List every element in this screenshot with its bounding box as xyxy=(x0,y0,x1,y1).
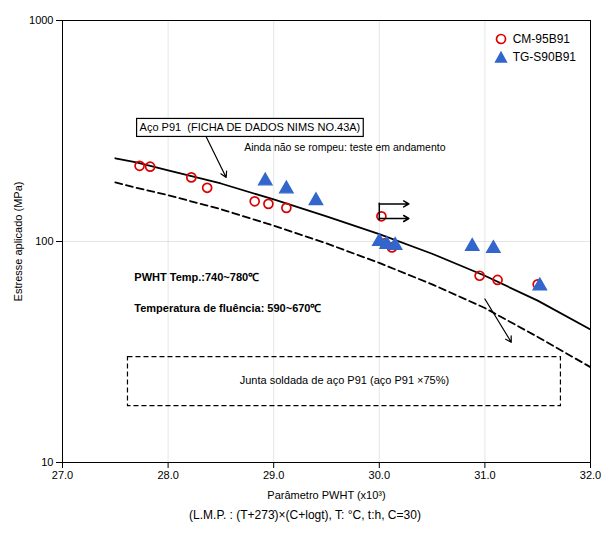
svg-text:31.0: 31.0 xyxy=(474,469,495,481)
svg-text:Temperatura de fluência: 590~6: Temperatura de fluência: 590~670℃ xyxy=(134,302,321,314)
html-text:CM-95B91: CM-95B91 xyxy=(512,32,570,46)
svg-text:27.0: 27.0 xyxy=(52,469,73,481)
svg-text:Aço P91 (FICHA DE DADOS NIMS: Aço P91 (FICHA DE DADOS NIMS NO.43A) xyxy=(140,121,361,133)
svg-text:Parâmetro PWHT (x10³): Parâmetro PWHT (x10³) xyxy=(267,489,385,501)
svg-text:10: 10 xyxy=(41,456,53,468)
svg-text:Junta soldada de aço P91 (aço: Junta soldada de aço P91 (aço P91 ×75%) xyxy=(240,374,449,386)
html-text:TG-S90B91: TG-S90B91 xyxy=(512,50,576,64)
svg-text:28.0: 28.0 xyxy=(157,469,178,481)
svg-text:32.0: 32.0 xyxy=(580,469,601,481)
svg-text:PWHT Temp.:740~780℃: PWHT Temp.:740~780℃ xyxy=(134,271,259,283)
svg-text:30.0: 30.0 xyxy=(369,469,390,481)
svg-text:Estresse aplicado (MPa): Estresse aplicado (MPa) xyxy=(12,182,24,302)
svg-text:100: 100 xyxy=(35,235,53,247)
svg-text:29.0: 29.0 xyxy=(263,469,284,481)
html-text:(L.M.P. : (T+273̇)×(C+logt), T: (L.M.P. : (T+273̇)×(C+logt), T: °C, t:h,… xyxy=(189,508,421,522)
svg-text:1000: 1000 xyxy=(29,14,53,26)
svg-text:Ainda não se rompeu: teste em: Ainda não se rompeu: teste em andamento xyxy=(244,141,446,153)
